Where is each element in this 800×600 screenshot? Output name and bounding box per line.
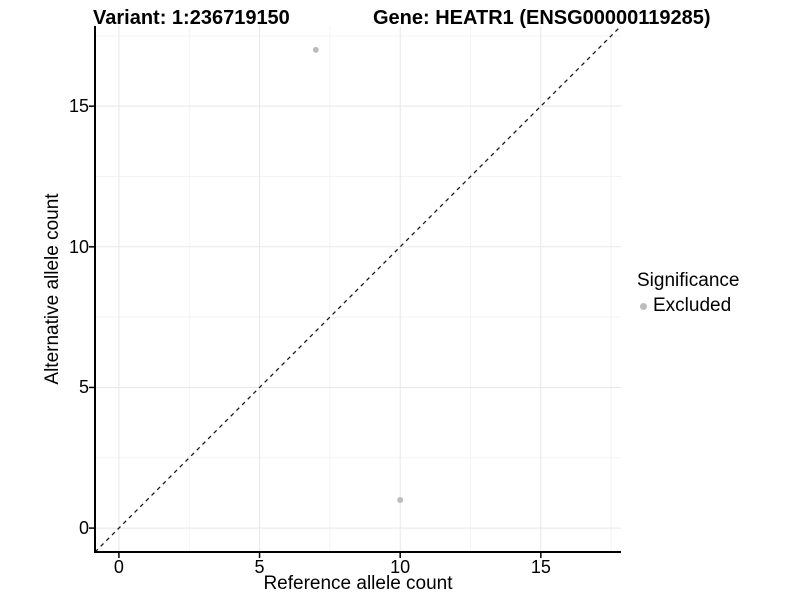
legend-item: Excluded <box>637 295 739 317</box>
x-tick-label: 0 <box>113 557 124 577</box>
legend-point-icon <box>640 302 647 310</box>
variant-title: Variant: 1:236719150 <box>93 7 290 29</box>
y-tick-label: 5 <box>78 377 89 398</box>
data-point <box>397 496 404 503</box>
y-tick-label: 10 <box>68 236 89 257</box>
data-point <box>312 46 319 53</box>
x-tick-label: 10 <box>390 557 411 577</box>
x-tick-label: 5 <box>254 557 265 577</box>
x-tick-label: 15 <box>530 557 551 577</box>
y-tick-label: 15 <box>68 96 89 117</box>
legend: Significance Excluded <box>637 270 739 317</box>
x-axis-title: Reference allele count <box>263 573 453 594</box>
legend-items: Excluded <box>637 295 739 317</box>
y-axis-title: Alternative allele count <box>42 193 63 385</box>
gene-title: Gene: HEATR1 (ENSG00000119285) <box>373 7 711 29</box>
identity-line <box>94 25 622 553</box>
y-tick-label: 0 <box>78 518 89 539</box>
legend-item-label: Excluded <box>653 295 732 316</box>
legend-title: Significance <box>637 270 740 291</box>
